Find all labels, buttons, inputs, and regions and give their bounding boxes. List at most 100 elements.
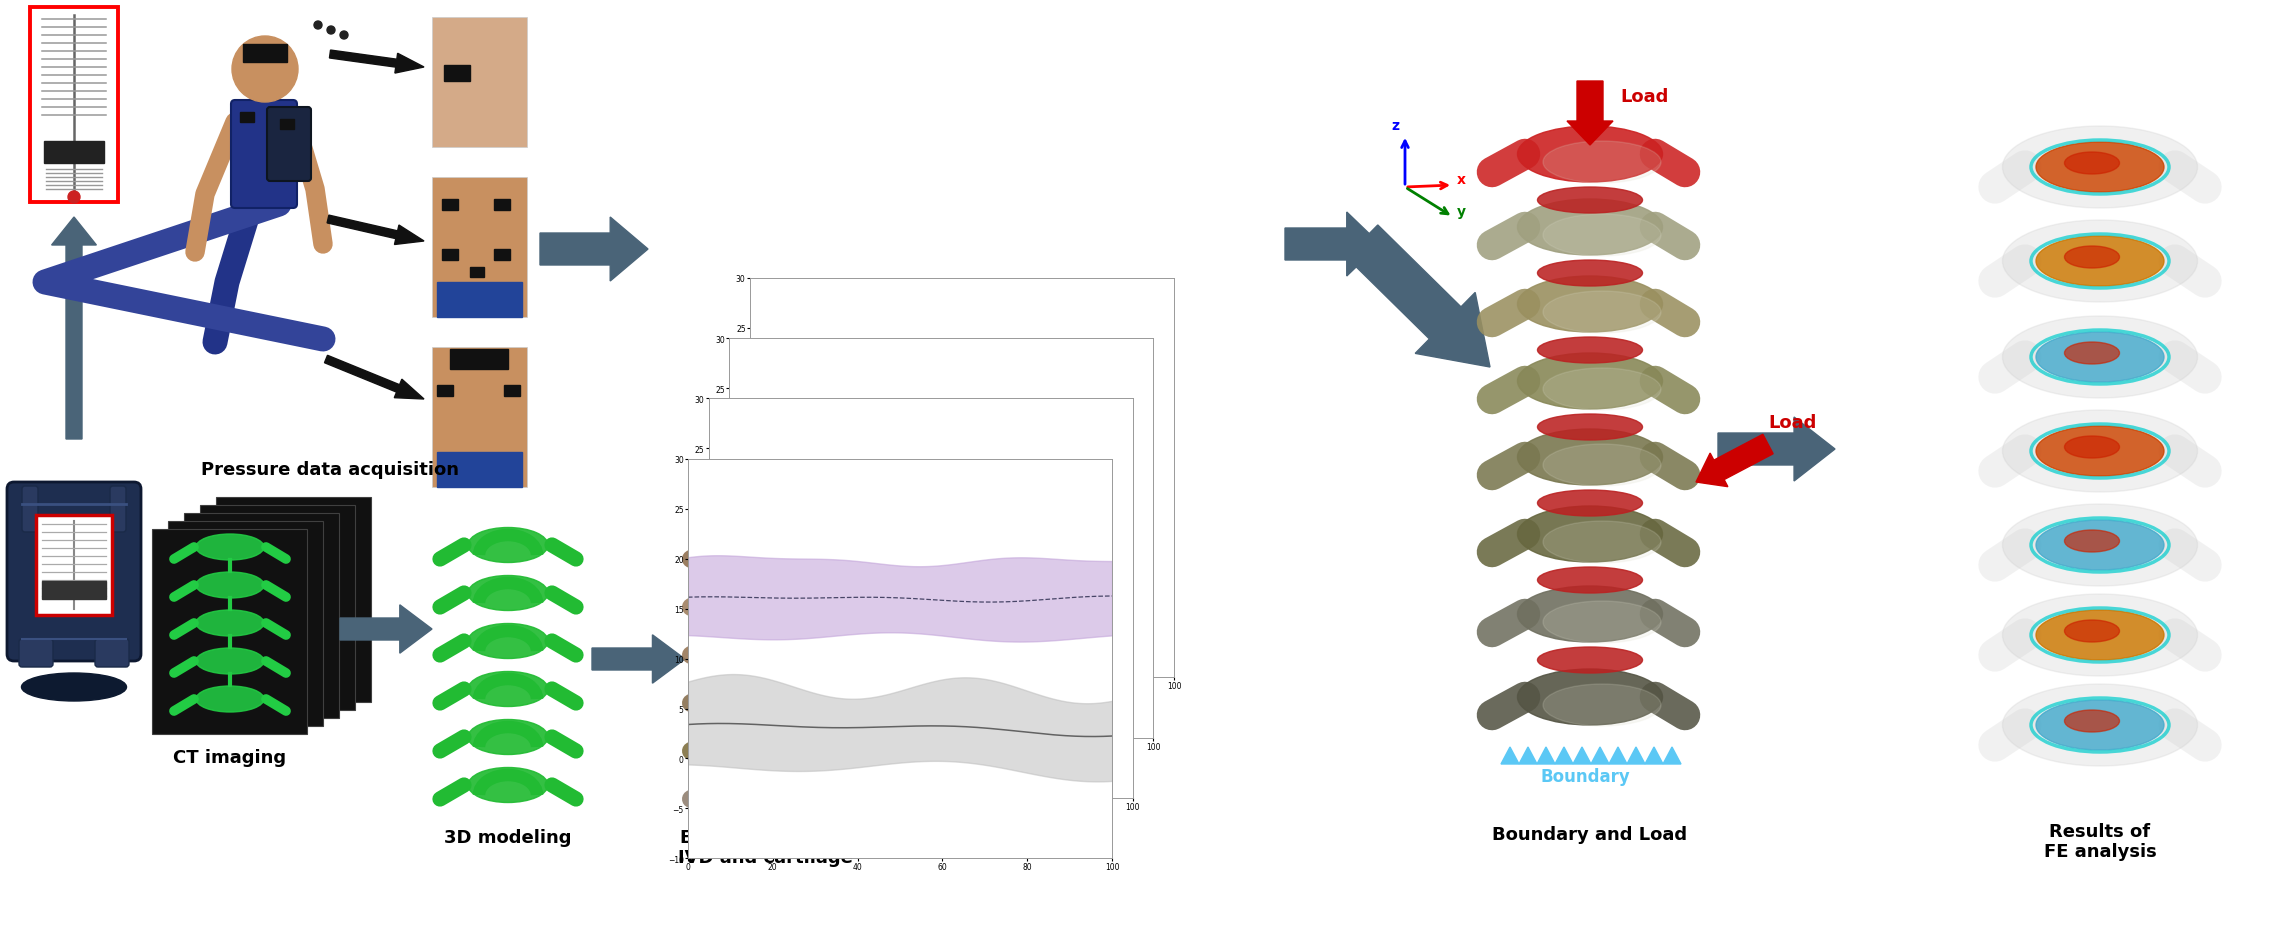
Ellipse shape [2064,436,2119,458]
Polygon shape [1555,747,1573,764]
Ellipse shape [1543,522,1660,563]
Ellipse shape [468,528,548,563]
FancyBboxPatch shape [23,486,39,533]
Ellipse shape [725,674,807,705]
Ellipse shape [2064,247,2119,269]
Bar [431,18,527,148]
Ellipse shape [2036,701,2165,750]
Bar [241,113,255,122]
Bar [216,497,371,702]
Bar [44,142,103,164]
Ellipse shape [2036,427,2165,476]
FancyBboxPatch shape [18,639,53,667]
Bar [449,350,509,369]
FancyArrow shape [1697,435,1772,487]
FancyArrow shape [592,635,686,683]
Ellipse shape [1518,586,1662,642]
Bar [183,513,339,718]
Ellipse shape [1543,601,1660,643]
Bar [470,267,484,277]
FancyArrow shape [328,216,424,245]
Ellipse shape [195,573,264,599]
Ellipse shape [2002,127,2197,209]
Ellipse shape [1518,200,1662,256]
FancyArrow shape [339,605,431,653]
Ellipse shape [2002,594,2197,677]
Ellipse shape [1543,291,1660,334]
Ellipse shape [2002,684,2197,767]
Ellipse shape [1543,684,1660,727]
Ellipse shape [195,611,264,637]
Text: Results of
FE analysis: Results of FE analysis [2043,821,2155,860]
Text: z: z [1392,119,1399,133]
Text: y: y [1456,205,1465,219]
FancyArrow shape [326,356,424,400]
Ellipse shape [736,660,796,675]
Ellipse shape [2064,153,2119,174]
Ellipse shape [2064,531,2119,552]
Text: Load: Load [1768,414,1816,432]
Text: CT imaging: CT imaging [174,748,287,767]
FancyArrow shape [53,218,96,440]
Bar [438,386,454,396]
Ellipse shape [725,769,807,801]
Ellipse shape [725,721,807,754]
Ellipse shape [1539,567,1642,593]
Polygon shape [1591,747,1610,764]
Text: Boundary: Boundary [1541,767,1630,785]
Bar [199,506,355,710]
Bar [30,8,117,203]
FancyArrow shape [1717,418,1834,482]
Ellipse shape [1543,214,1660,257]
Text: Boundary and Load: Boundary and Load [1493,825,1688,844]
Ellipse shape [2036,143,2165,193]
Polygon shape [1502,747,1518,764]
Bar [504,386,521,396]
Ellipse shape [2064,342,2119,365]
Ellipse shape [2002,505,2197,586]
FancyArrow shape [1346,226,1490,367]
Ellipse shape [725,577,807,610]
Bar [243,45,287,63]
FancyArrow shape [867,561,1041,677]
Bar [445,66,470,82]
FancyBboxPatch shape [94,639,128,667]
Ellipse shape [468,624,548,659]
Ellipse shape [1539,261,1642,287]
Ellipse shape [2002,221,2197,303]
Ellipse shape [1539,338,1642,364]
Ellipse shape [2064,710,2119,732]
FancyArrow shape [539,218,649,282]
Bar [493,200,509,211]
Ellipse shape [2036,332,2165,382]
Ellipse shape [21,674,126,702]
Bar [41,581,105,599]
Ellipse shape [736,564,796,579]
Ellipse shape [1518,507,1662,562]
Ellipse shape [1518,354,1662,409]
Bar [438,283,523,317]
FancyBboxPatch shape [110,486,126,533]
Polygon shape [1518,747,1536,764]
Bar [438,453,523,487]
Ellipse shape [195,535,264,561]
FancyArrow shape [1284,213,1380,277]
Ellipse shape [2002,316,2197,398]
Ellipse shape [2064,620,2119,642]
Ellipse shape [1539,415,1642,441]
Bar [167,522,323,727]
Circle shape [69,192,80,204]
Circle shape [314,22,321,30]
Ellipse shape [1539,491,1642,517]
Ellipse shape [2036,611,2165,661]
Ellipse shape [725,530,807,561]
Ellipse shape [468,672,548,707]
Polygon shape [1644,747,1662,764]
Bar [280,120,294,130]
Text: Pressure data acquisition: Pressure data acquisition [202,460,459,479]
Ellipse shape [2036,237,2165,287]
Ellipse shape [736,708,796,723]
Ellipse shape [195,649,264,675]
Text: x: x [1456,173,1465,187]
Ellipse shape [1543,368,1660,410]
